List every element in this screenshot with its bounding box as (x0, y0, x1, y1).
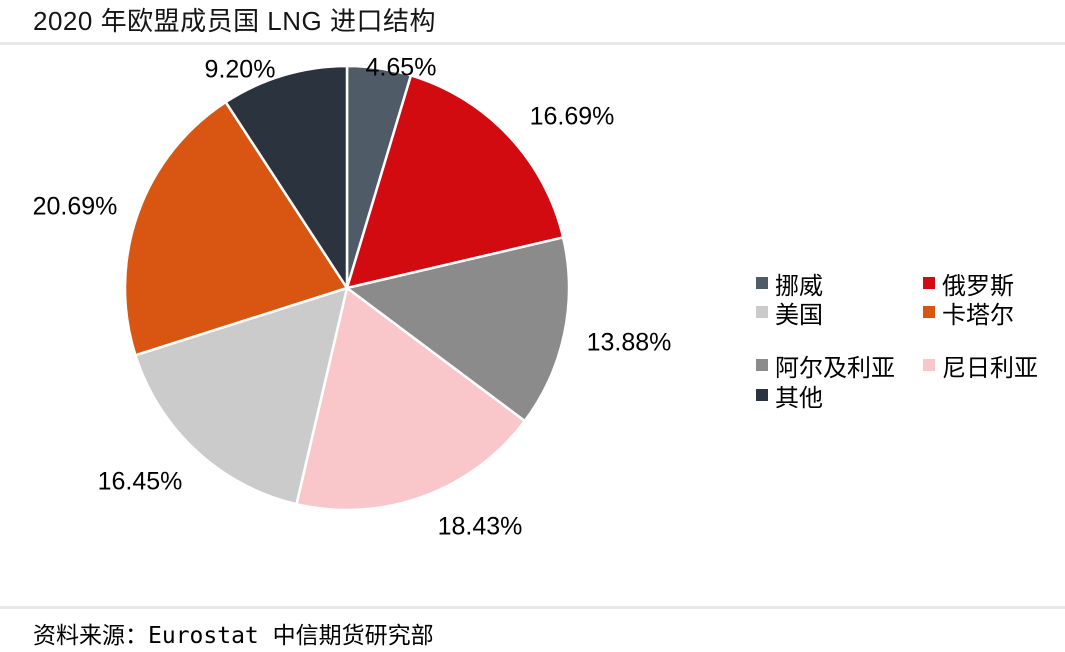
legend-swatch-icon (923, 277, 935, 289)
pie-label-other: 9.20% (204, 55, 276, 84)
legend-label: 尼日利亚 (942, 354, 1038, 382)
legend-item-norway: 挪威 (756, 270, 823, 300)
legend-label: 其他 (775, 384, 823, 412)
pie-slice-usa (134, 286, 349, 506)
pie-label-algeria: 13.88% (586, 328, 672, 357)
legend-item-russia: 俄罗斯 (923, 270, 1014, 300)
legend-item-nigeria: 尼日利亚 (923, 352, 1038, 382)
footer-divider (0, 606, 1065, 609)
legend-label: 阿尔及利亚 (775, 354, 895, 382)
legend-swatch-icon (923, 306, 935, 318)
legend-item-qatar: 卡塔尔 (923, 299, 1014, 329)
legend-item-usa: 美国 (756, 299, 823, 329)
pie-label-qatar: 20.69% (32, 192, 118, 221)
legend-label: 美国 (775, 301, 823, 329)
pie-slice-qatar (123, 100, 349, 357)
legend-swatch-icon (923, 359, 935, 371)
legend-item-algeria: 阿尔及利亚 (756, 352, 895, 382)
pie-slice-nigeria (295, 286, 526, 512)
legend-label: 俄罗斯 (942, 272, 1014, 300)
title-divider (0, 42, 1065, 45)
pie-label-nigeria: 18.43% (437, 512, 523, 541)
pie-slice-algeria (345, 236, 571, 423)
legend-swatch-icon (756, 389, 768, 401)
page-title: 2020 年欧盟成员国 LNG 进口结构 (33, 6, 436, 36)
pie-label-usa: 16.45% (97, 467, 183, 496)
pie-label-russia: 16.69% (529, 102, 615, 131)
legend-swatch-icon (756, 277, 768, 289)
legend-label: 挪威 (775, 272, 823, 300)
pie-slice-other (224, 64, 349, 290)
legend-swatch-icon (756, 306, 768, 318)
legend-item-other: 其他 (756, 382, 823, 412)
legend-label: 卡塔尔 (942, 301, 1014, 329)
pie-slice-russia (345, 74, 565, 290)
pie-label-norway: 4.65% (365, 53, 437, 82)
legend-swatch-icon (756, 359, 768, 371)
source-note: 资料来源：Eurostat 中信期货研究部 (33, 623, 434, 649)
